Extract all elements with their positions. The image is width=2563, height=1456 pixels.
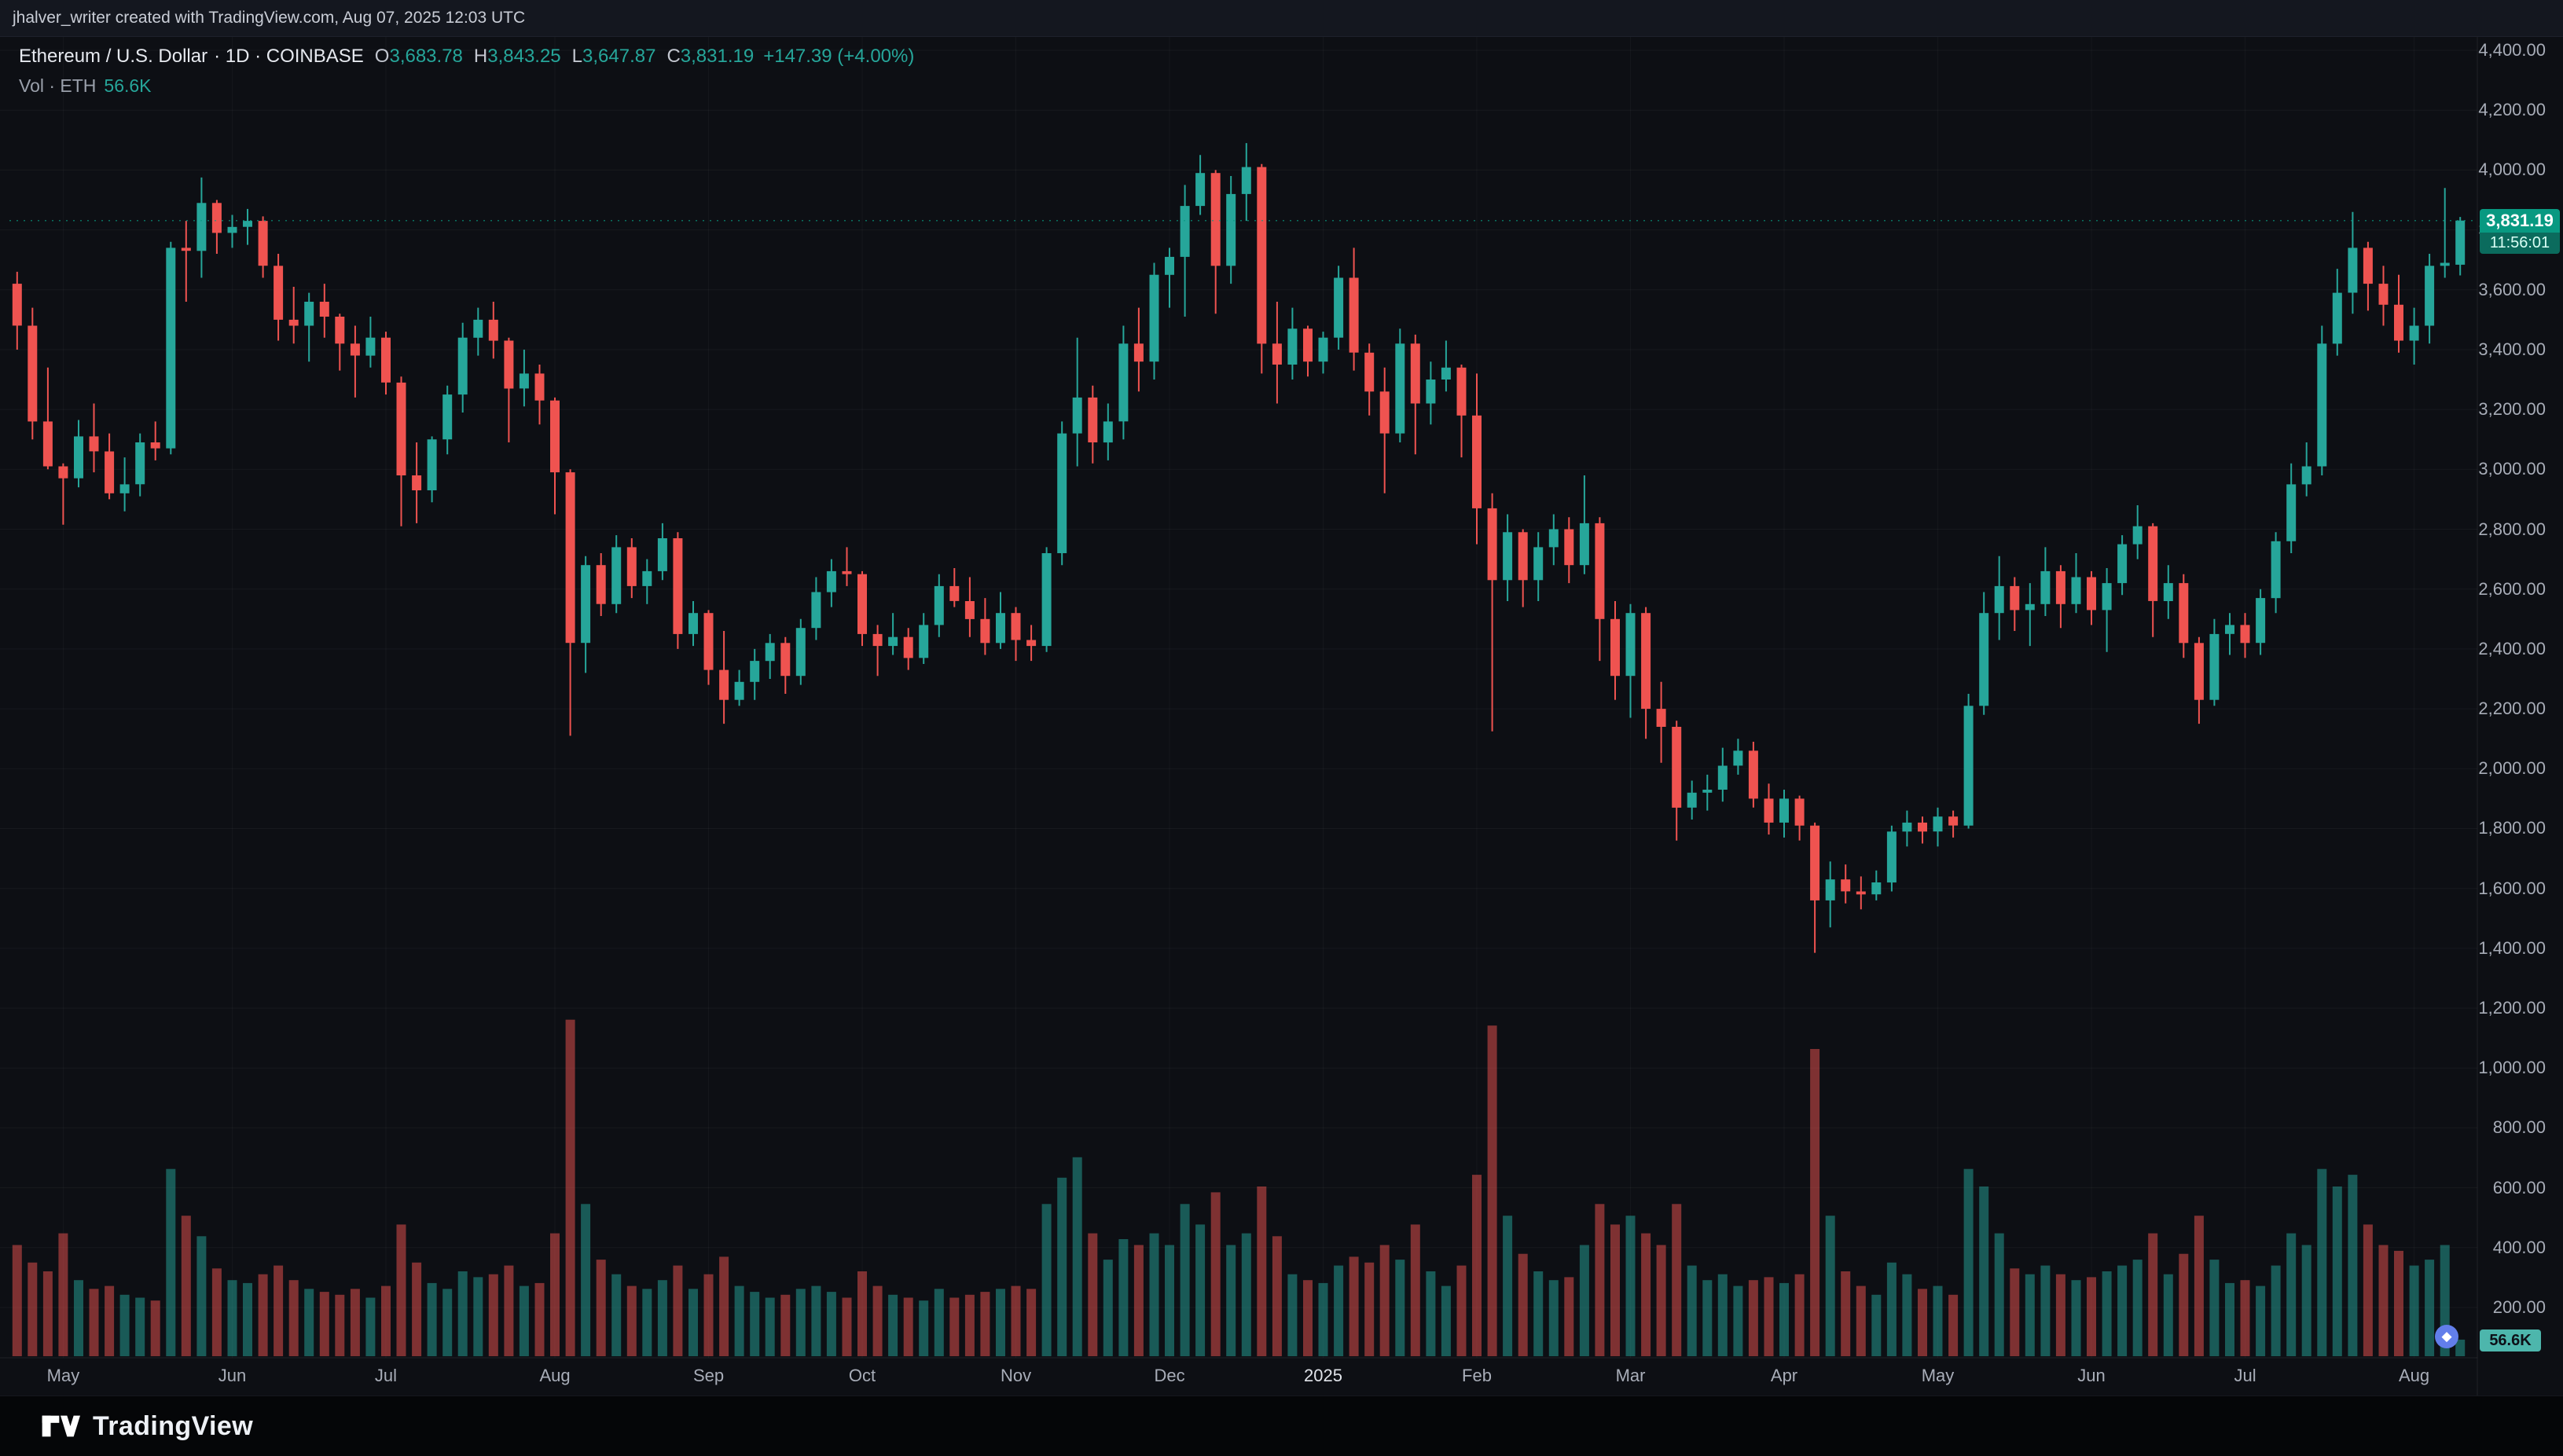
grid-layer bbox=[0, 36, 2478, 1395]
ethereum-logo-icon: ◆ bbox=[2435, 1325, 2458, 1348]
close-value: 3,831.19 bbox=[680, 46, 755, 67]
time-axis-tick: Aug bbox=[539, 1366, 571, 1385]
time-axis-tick: Jun bbox=[2077, 1366, 2106, 1385]
chart-legend: Ethereum / U.S. Dollar · 1D · COINBASE O3,… bbox=[19, 46, 914, 68]
low-value: 3,647.87 bbox=[582, 46, 656, 67]
last-price-badge: 3,831.19 11:56:01 bbox=[2480, 208, 2560, 254]
open-label: O bbox=[374, 46, 390, 67]
volume-legend: Vol · ETH 56.6K bbox=[19, 75, 152, 97]
symbol-meta: · 1D · COINBASE bbox=[214, 46, 364, 67]
price-axis-tick: 400.00 bbox=[2492, 1237, 2546, 1257]
footer-bar: TradingView bbox=[0, 1395, 2563, 1456]
time-axis-tick: Apr bbox=[1770, 1366, 1798, 1385]
time-axis-tick: Oct bbox=[848, 1366, 876, 1385]
price-axis-tick: 3,400.00 bbox=[2478, 339, 2546, 359]
time-axis-tick: Feb bbox=[1462, 1366, 1492, 1385]
high-label: H bbox=[473, 46, 488, 67]
tradingview-logo-text[interactable]: TradingView bbox=[93, 1410, 254, 1441]
price-axis-tick: 1,600.00 bbox=[2478, 878, 2546, 898]
price-axis-tick: 1,000.00 bbox=[2478, 1058, 2546, 1078]
volume-label[interactable]: Vol · ETH bbox=[19, 75, 97, 96]
time-axis-tick: May bbox=[1921, 1366, 1955, 1385]
price-axis-tick: 800.00 bbox=[2492, 1117, 2546, 1138]
price-axis[interactable]: 3,831.19 11:56:01 56.6K 4,400.00 4,200.00… bbox=[2477, 0, 2563, 1395]
time-axis-tick: Mar bbox=[1615, 1366, 1646, 1385]
price-axis-tick: 1,800.00 bbox=[2478, 818, 2546, 838]
open-value: 3,683.78 bbox=[389, 46, 463, 67]
price-axis-tick: 3,000.00 bbox=[2478, 459, 2546, 479]
volume-layer bbox=[12, 1019, 2466, 1356]
price-axis-tick: 2,800.00 bbox=[2478, 519, 2546, 539]
price-axis-tick: 3,200.00 bbox=[2478, 399, 2546, 420]
price-axis-tick: 2,000.00 bbox=[2478, 758, 2546, 779]
time-axis-tick: Nov bbox=[1000, 1366, 1032, 1385]
time-axis-tick: Jun bbox=[218, 1366, 247, 1385]
time-axis-tick: Jul bbox=[2234, 1366, 2256, 1385]
attribution-bar: jhalver_writer created with TradingView.… bbox=[0, 0, 2563, 37]
change-value: +147.39 (+4.00%) bbox=[763, 46, 915, 67]
price-axis-tick: 1,400.00 bbox=[2478, 937, 2546, 958]
time-axis-tick: Aug bbox=[2398, 1366, 2430, 1385]
time-axis-tick: Jul bbox=[374, 1366, 398, 1385]
price-axis-tick: 4,400.00 bbox=[2478, 40, 2546, 60]
time-axis-tick: May bbox=[46, 1366, 80, 1385]
price-axis-tick: 4,200.00 bbox=[2478, 100, 2546, 120]
low-label: L bbox=[571, 46, 583, 67]
price-axis-tick: 2,400.00 bbox=[2478, 638, 2546, 658]
last-volume-badge: 56.6K bbox=[2480, 1329, 2541, 1351]
symbol-title[interactable]: Ethereum / U.S. Dollar bbox=[19, 46, 208, 67]
time-axis-tick: Dec bbox=[1154, 1366, 1185, 1385]
time-axis-tick: 2025 bbox=[1304, 1366, 1342, 1385]
time-axis-tick: Sep bbox=[692, 1366, 725, 1385]
last-price-value: 3,831.19 bbox=[2480, 208, 2560, 233]
price-axis-tick: 4,000.00 bbox=[2478, 160, 2546, 180]
tradingview-logo-icon[interactable] bbox=[41, 1410, 80, 1442]
price-axis-tick: 3,600.00 bbox=[2478, 279, 2546, 299]
price-axis-tick: 2,200.00 bbox=[2478, 699, 2546, 719]
volume-value: 56.6K bbox=[104, 75, 152, 96]
time-axis[interactable]: May Jun Jul Aug Sep Oct Nov Dec 2025 Feb Mar Apr May… bbox=[0, 1358, 2477, 1395]
price-axis-tick: 1,200.00 bbox=[2478, 998, 2546, 1018]
price-axis-tick: 2,600.00 bbox=[2478, 578, 2546, 599]
high-value: 3,843.25 bbox=[487, 46, 561, 67]
price-axis-tick: 200.00 bbox=[2492, 1297, 2546, 1317]
bar-countdown-timer: 11:56:01 bbox=[2480, 232, 2560, 254]
price-axis-tick: 600.00 bbox=[2492, 1177, 2546, 1197]
close-label: C bbox=[666, 46, 681, 67]
candles-layer bbox=[12, 143, 2466, 953]
attribution-text: jhalver_writer created with TradingView.… bbox=[13, 9, 526, 27]
